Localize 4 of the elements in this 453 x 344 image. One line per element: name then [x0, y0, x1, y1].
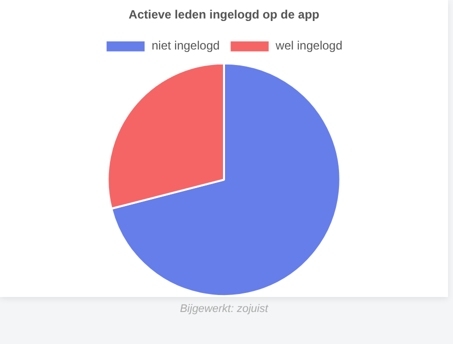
chart-title: Actieve leden ingelogd op de app	[128, 8, 320, 22]
legend-label: niet ingelogd	[152, 38, 220, 53]
legend-label: wel ingelogd	[274, 38, 342, 53]
text: Bijgewerkt: zojuist	[178, 303, 270, 315]
